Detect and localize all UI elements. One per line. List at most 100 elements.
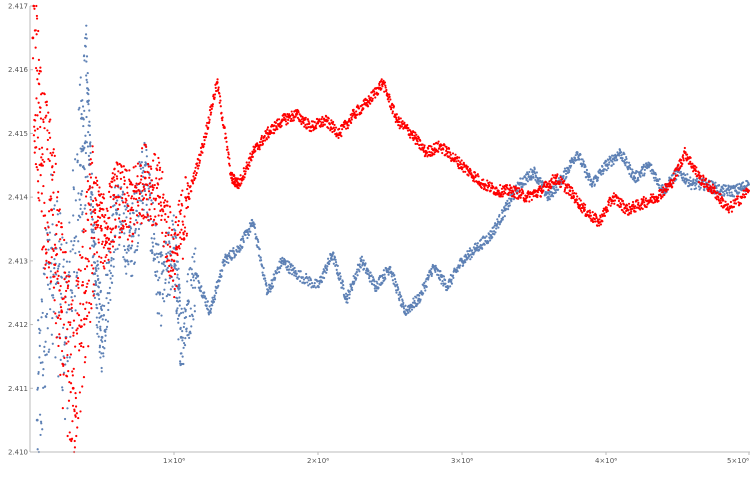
data-point [62,323,66,326]
data-point [51,247,54,251]
data-point [62,297,65,300]
data-point [602,209,605,213]
data-point [62,371,66,374]
series-1-points [31,4,750,454]
data-point [384,86,387,89]
data-point [123,193,126,196]
data-point [530,198,533,201]
data-point [36,386,40,390]
data-point [621,157,624,160]
data-point [161,297,165,300]
data-point [493,233,496,236]
data-point [352,108,355,111]
data-point [400,125,403,128]
data-point [546,191,550,194]
data-point [340,135,343,138]
data-point [152,218,156,221]
data-point [51,342,54,345]
data-point [326,257,330,260]
data-point [198,159,202,162]
data-point [190,268,193,271]
data-point [338,127,341,130]
data-point [564,172,568,175]
data-point [149,165,152,168]
data-point [547,188,550,192]
data-point [46,233,49,236]
data-point [571,186,574,190]
data-point [135,186,138,189]
data-point [99,305,103,308]
data-point [385,88,388,92]
data-point [178,199,181,202]
data-point [155,177,158,180]
data-point [91,161,94,164]
data-point [90,191,93,194]
data-point [695,182,698,185]
data-point [102,193,105,196]
data-point [680,164,683,168]
data-point [157,183,160,186]
data-point [357,268,360,271]
data-point [201,296,204,299]
data-point [613,202,616,205]
x-tick-label: 4×10⁶ [595,457,617,465]
data-point [494,231,497,234]
data-point [371,97,374,100]
data-point [123,179,126,182]
data-point [303,118,307,121]
data-point [194,286,197,289]
data-point [362,267,366,270]
data-point [504,192,507,195]
data-point [55,273,58,276]
data-point [218,95,222,98]
data-point [195,171,198,175]
data-point [104,226,107,229]
data-point [451,274,455,277]
data-point [49,276,52,279]
data-point [104,339,107,343]
data-point [554,191,558,194]
data-point [152,159,155,162]
data-point [112,198,115,201]
data-point [504,188,507,191]
data-point [590,178,593,181]
data-point [739,202,743,205]
data-point [220,275,223,278]
data-point [92,294,95,297]
data-point [76,277,80,280]
data-point [45,103,48,107]
data-point [502,193,505,196]
data-point [61,388,64,392]
data-point [107,308,110,312]
data-point [211,296,214,299]
data-point [160,272,163,275]
data-point [568,189,572,193]
data-point [384,277,387,280]
data-point [359,266,362,269]
data-point [93,272,97,275]
data-point [148,196,152,199]
data-point [158,291,162,294]
data-point [123,219,127,222]
data-point [559,175,562,179]
data-point [163,204,166,208]
data-point [38,147,41,151]
data-point [133,261,136,264]
data-point [248,164,251,167]
data-point [308,282,311,286]
data-point [164,281,167,285]
data-point [620,154,623,157]
data-point [450,282,454,285]
data-point [138,190,141,193]
data-point [104,330,107,334]
data-point [189,307,192,310]
data-point [78,391,82,394]
data-point [367,269,370,272]
data-point [698,188,701,191]
data-point [527,190,530,193]
data-point [676,174,679,177]
data-point [55,232,58,236]
data-point [71,169,75,172]
data-point [209,311,212,314]
data-point [74,199,77,202]
